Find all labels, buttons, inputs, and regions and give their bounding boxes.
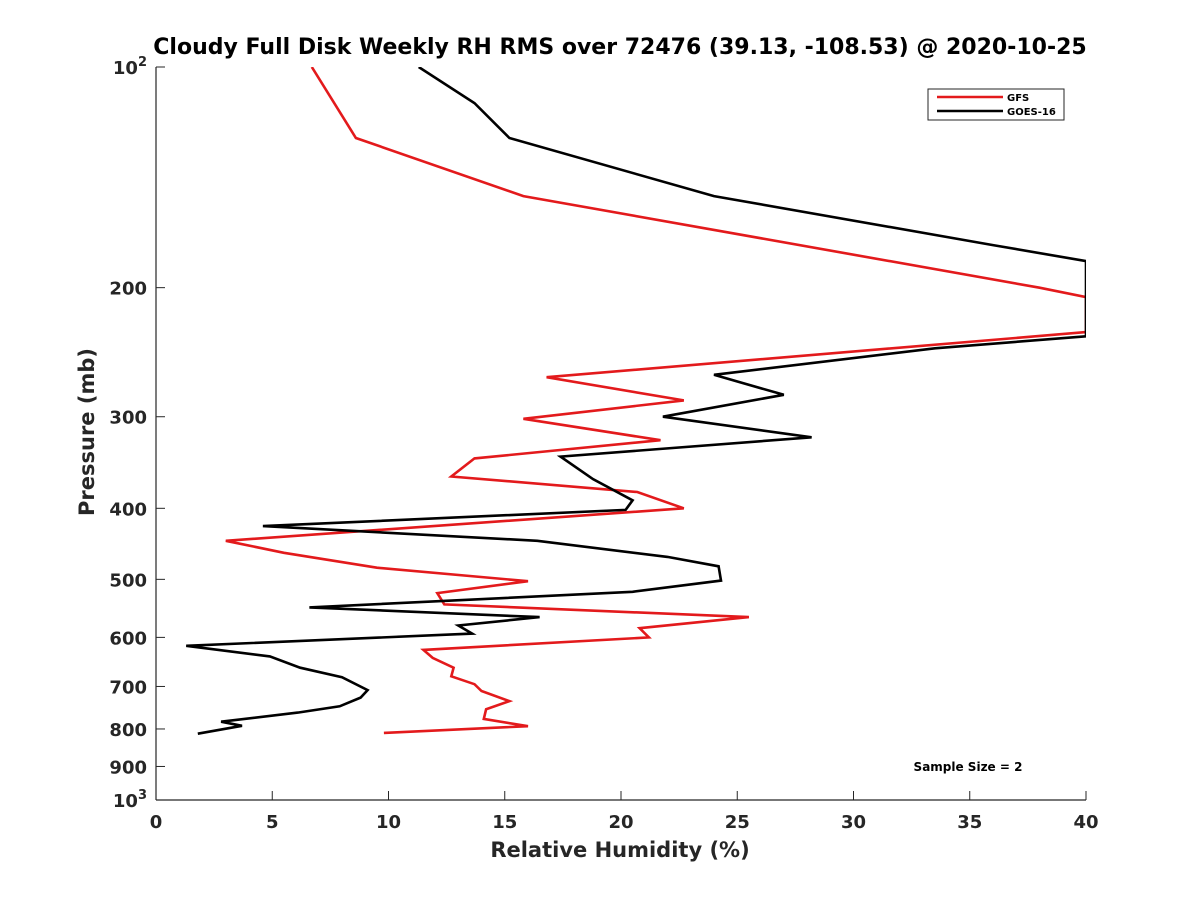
legend-box	[927, 88, 1065, 121]
x-tick-label: 40	[1073, 812, 1098, 833]
y-tick-label: 900	[109, 757, 147, 778]
y-tick-label: 102	[113, 55, 147, 79]
y-tick-label: 800	[109, 720, 147, 741]
y-tick-label: 400	[109, 499, 147, 520]
legend-label: GOES-16	[1007, 107, 1056, 118]
legend: GFS GOES-16	[927, 88, 1065, 121]
legend-label: GFS	[1007, 93, 1029, 104]
x-tick-label: 20	[608, 812, 633, 833]
y-axis-label: Pressure (mb)	[75, 348, 99, 516]
y-tick-label: 600	[109, 628, 147, 649]
y-tick-label: 200	[109, 279, 147, 300]
x-tick-label: 30	[841, 812, 866, 833]
y-tick-base: 10	[113, 58, 138, 79]
series-line-gfs	[225, 67, 1086, 735]
x-tick-label: 35	[957, 812, 982, 833]
sample-size-annotation: Sample Size = 2	[914, 760, 1023, 774]
x-tick-label: 15	[492, 812, 517, 833]
x-tick-label: 10	[376, 812, 401, 833]
x-axis-label: Relative Humidity (%)	[490, 838, 749, 862]
y-tick-exponent: 2	[138, 55, 147, 70]
y-tick-label: 103	[113, 788, 147, 812]
series-layer	[186, 67, 1086, 735]
y-tick-base: 10	[113, 791, 138, 812]
chart-title: Cloudy Full Disk Weekly RH RMS over 7247…	[153, 35, 1086, 60]
y-tick-label: 500	[109, 570, 147, 591]
y-tick-exponent: 3	[138, 788, 147, 803]
y-tick-label: 300	[109, 408, 147, 429]
x-tick-label: 5	[266, 812, 279, 833]
y-tick-label: 700	[109, 677, 147, 698]
series-line-goes-16	[186, 67, 1086, 735]
ticks: 0 5 10 15 20 25 30 35 40102200300400500600700800…	[109, 55, 1098, 833]
x-tick-label: 0	[150, 812, 163, 833]
x-tick-label: 25	[725, 812, 750, 833]
